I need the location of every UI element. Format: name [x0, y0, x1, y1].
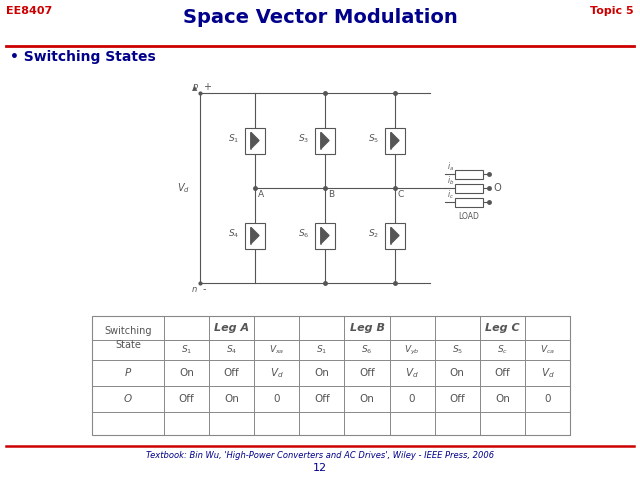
- Text: $S_4$: $S_4$: [228, 227, 239, 240]
- Text: $i_c$: $i_c$: [447, 189, 454, 201]
- Text: B: B: [328, 190, 334, 199]
- Text: $S_6$: $S_6$: [361, 344, 372, 356]
- Text: $S_1$: $S_1$: [228, 132, 239, 145]
- Text: 0: 0: [544, 394, 550, 404]
- Text: $V_d$: $V_d$: [541, 366, 554, 380]
- Text: p: p: [192, 82, 197, 91]
- Text: -: -: [203, 284, 207, 294]
- Text: Off: Off: [495, 368, 510, 378]
- Text: 0: 0: [409, 394, 415, 404]
- Text: O: O: [124, 394, 132, 404]
- Polygon shape: [391, 228, 399, 243]
- Text: $i_b$: $i_b$: [447, 175, 454, 187]
- Text: Switching
State: Switching State: [104, 326, 152, 349]
- Text: Textbook: Bin Wu, 'High-Power Converters and AC Drives', Wiley - IEEE Press, 200: Textbook: Bin Wu, 'High-Power Converters…: [146, 451, 494, 460]
- Text: On: On: [224, 394, 239, 404]
- Bar: [92, 316, 570, 435]
- Text: n: n: [192, 285, 197, 294]
- Text: $S_4$: $S_4$: [226, 344, 237, 356]
- Bar: [245, 128, 265, 154]
- Text: Off: Off: [449, 394, 465, 404]
- Text: $V_d$: $V_d$: [270, 366, 284, 380]
- Text: EE8407: EE8407: [6, 6, 52, 16]
- Text: $V_{xa}$: $V_{xa}$: [269, 344, 284, 356]
- Text: $V_d$: $V_d$: [405, 366, 419, 380]
- Text: P: P: [125, 368, 131, 378]
- Text: Off: Off: [224, 368, 239, 378]
- Text: On: On: [314, 368, 330, 378]
- Polygon shape: [321, 132, 329, 148]
- Text: On: On: [360, 394, 374, 404]
- Text: 12: 12: [313, 463, 327, 473]
- Text: $S_5$: $S_5$: [452, 344, 463, 356]
- Text: $V_{ca}$: $V_{ca}$: [540, 344, 555, 356]
- Text: $V_d$: $V_d$: [177, 181, 190, 195]
- Text: $S_6$: $S_6$: [298, 227, 309, 240]
- Text: On: On: [495, 394, 510, 404]
- Text: $S_3$: $S_3$: [298, 132, 309, 145]
- Text: • Switching States: • Switching States: [10, 50, 156, 64]
- Polygon shape: [321, 228, 329, 243]
- Text: LOAD: LOAD: [459, 212, 479, 221]
- Text: Off: Off: [359, 368, 375, 378]
- Text: O: O: [491, 183, 502, 193]
- Text: C: C: [398, 190, 404, 199]
- Text: 0: 0: [273, 394, 280, 404]
- Bar: [455, 183, 483, 192]
- Text: Leg B: Leg B: [349, 323, 385, 333]
- Polygon shape: [391, 132, 399, 148]
- Bar: [245, 223, 265, 249]
- Text: ▲: ▲: [192, 85, 197, 91]
- Text: Off: Off: [179, 394, 195, 404]
- Text: $S_c$: $S_c$: [497, 344, 508, 356]
- Text: Topic 5: Topic 5: [590, 6, 634, 16]
- Text: Space Vector Modulation: Space Vector Modulation: [182, 8, 458, 27]
- Text: $S_2$: $S_2$: [368, 227, 379, 240]
- Text: On: On: [179, 368, 194, 378]
- Polygon shape: [251, 228, 259, 243]
- Text: $S_1$: $S_1$: [316, 344, 328, 356]
- Bar: [385, 223, 405, 249]
- Bar: [315, 223, 335, 249]
- Text: $i_a$: $i_a$: [447, 160, 454, 173]
- Text: Leg C: Leg C: [485, 323, 520, 333]
- Polygon shape: [251, 132, 259, 148]
- Text: Off: Off: [314, 394, 330, 404]
- Text: $S_5$: $S_5$: [368, 132, 379, 145]
- Text: $V_{yb}$: $V_{yb}$: [404, 344, 420, 357]
- Text: A: A: [258, 190, 264, 199]
- Bar: [385, 128, 405, 154]
- Text: Leg A: Leg A: [214, 323, 249, 333]
- Text: On: On: [450, 368, 465, 378]
- Text: $S_1$: $S_1$: [181, 344, 192, 356]
- Bar: [315, 128, 335, 154]
- Bar: [455, 197, 483, 206]
- Text: +: +: [203, 82, 211, 92]
- Bar: [455, 169, 483, 179]
